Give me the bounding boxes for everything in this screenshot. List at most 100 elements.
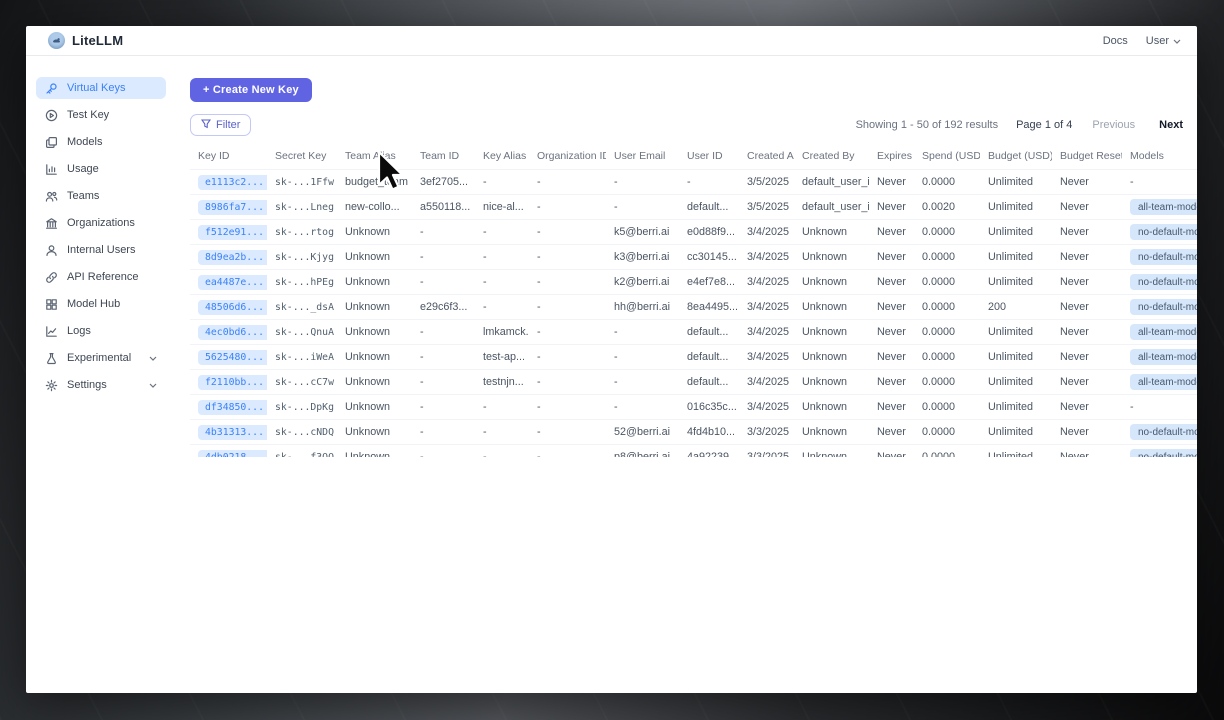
table-cell: Unlimited [980,444,1052,457]
column-header[interactable]: Team Alias [345,150,396,162]
sidebar-item-organizations[interactable]: Organizations [36,212,166,234]
table-cell: lmkamck... [475,319,529,345]
table-cell: k3@berri.ai [606,244,679,270]
column-header[interactable]: Created By [802,150,855,162]
table-cell: 52@berri.ai [606,419,679,445]
sidebar-item-model-hub[interactable]: Model Hub [36,293,166,315]
table-cell: test-ap... [475,344,529,370]
sidebar-item-label: Models [67,136,103,148]
table-cell: Unlimited [980,369,1052,395]
models-badge: all-team-models [1130,324,1197,340]
table-cell: default... [679,319,739,345]
sidebar-item-settings[interactable]: Settings [36,374,166,396]
column-header[interactable]: User Email [614,150,666,162]
key-id-chip[interactable]: 4b31313... [198,424,267,440]
sidebar-item-logs[interactable]: Logs [36,320,166,342]
table-cell: hh@berri.ai [606,294,679,320]
key-id-chip[interactable]: 48506d6... [198,299,267,315]
key-id-chip[interactable]: f2110bb... [198,374,267,390]
table-row: 4db0218...sk-...f3OQUnknown---p8@berri.a… [190,444,1197,457]
sidebar-item-models[interactable]: Models [36,131,166,153]
table-cell: Unknown [337,219,412,245]
create-new-key-button[interactable]: + Create New Key [190,78,312,102]
table-cell: - [529,394,606,420]
table-cell: Unknown [794,244,869,270]
column-header[interactable]: Key ID [198,150,230,162]
column-header[interactable]: Spend (USD) [922,150,980,162]
secret-key-cell: sk-...1Ffw [267,169,337,195]
table-cell: Unlimited [980,169,1052,195]
table-cell: default... [679,344,739,370]
column-header[interactable]: Key Alias [483,150,527,162]
top-bar: LiteLLM Docs User [26,26,1197,56]
key-id-chip[interactable]: 4db0218... [198,449,267,457]
models-icon [45,136,58,149]
table-cell: Unknown [794,319,869,345]
key-id-chip[interactable]: 5625480... [198,349,267,365]
previous-page-button[interactable]: Previous [1092,119,1136,131]
table-cell: p8@berri.ai [606,444,679,457]
sidebar-item-test-key[interactable]: Test Key [36,104,166,126]
table-cell: Unknown [794,394,869,420]
next-page-button[interactable]: Next [1159,119,1183,131]
sidebar-nav: Virtual Keys Test Key Models Usage Teams Orga… [26,57,176,693]
key-id-chip[interactable]: f512e91... [198,224,267,240]
key-id-chip[interactable]: 8d9ea2b... [198,249,267,265]
column-header[interactable]: Created At [747,150,794,162]
docs-link[interactable]: Docs [1102,34,1128,47]
table-cell: Never [869,319,914,345]
table-cell: - [412,269,475,295]
table-cell: - [529,344,606,370]
table-cell: - [606,369,679,395]
user-menu[interactable]: User [1146,35,1181,47]
table-cell: - [412,219,475,245]
key-id-chip[interactable]: df34850... [198,399,267,415]
sidebar-item-usage[interactable]: Usage [36,158,166,180]
column-header[interactable]: Models [1130,150,1164,162]
key-id-chip[interactable]: ea4487e... [198,274,267,290]
table-cell: - [679,169,739,195]
sidebar-item-experimental[interactable]: Experimental [36,347,166,369]
virtual-keys-table: Key ID Secret Key Team Alias Team ID Key Ali… [190,147,1197,457]
table-cell: 0.0020 [914,194,980,220]
table-cell: Unknown [794,344,869,370]
table-cell: 0.0000 [914,269,980,295]
key-id-chip[interactable]: 4ec0bd6... [198,324,267,340]
table-row: 4b31313... sk-...cNDQ Unknown - - -52@berri.a… [190,419,1197,445]
table-cell: Unknown [337,269,412,295]
sidebar-item-internal-users[interactable]: Internal Users [36,239,166,261]
table-cell: Unknown [794,419,869,445]
filter-button[interactable]: Filter [190,114,252,136]
table-cell: default... [679,369,739,395]
column-header[interactable]: Organization ID [537,150,606,162]
table-cell: new-collo... [337,194,412,220]
column-header[interactable]: Budget (USD) [988,150,1052,162]
table-cell: - [1122,169,1197,195]
column-header[interactable]: Secret Key [275,150,327,162]
column-header[interactable]: Team ID [420,150,460,162]
grid-icon [45,298,58,311]
table-cell: 0.0000 [914,369,980,395]
column-header[interactable]: User ID [687,150,723,162]
table-cell: - [606,319,679,345]
column-header[interactable]: Budget Reset [1060,150,1122,162]
models-badge: all-team-models [1130,199,1197,215]
table-cell: Unknown [337,294,412,320]
table-cell: - [475,294,529,320]
table-row: 8986fa7... sk-...Lneg new-collo... a550118.… [190,194,1197,220]
sidebar-item-teams[interactable]: Teams [36,185,166,207]
table-cell: Unknown [337,444,412,457]
column-header[interactable]: Expires [877,150,913,162]
key-id-chip[interactable]: e1113c2... [198,174,267,190]
key-id-chip[interactable]: 8986fa7... [198,199,267,215]
table-cell: 3/4/2025 [739,394,794,420]
table-cell: Unknown [337,394,412,420]
table-row: 5625480... sk-...iWeA Unknown - test-ap... - -… [190,344,1197,370]
sidebar-item-api-reference[interactable]: API Reference [36,266,166,288]
table-cell: - [606,394,679,420]
table-cell: Unlimited [980,219,1052,245]
page-indicator: Page 1 of 4 [1016,119,1073,131]
sidebar-item-label: API Reference [67,271,139,283]
pagination: Showing 1 - 50 of 192 results Page 1 of … [856,119,1183,131]
sidebar-item-virtual-keys[interactable]: Virtual Keys [36,77,166,99]
